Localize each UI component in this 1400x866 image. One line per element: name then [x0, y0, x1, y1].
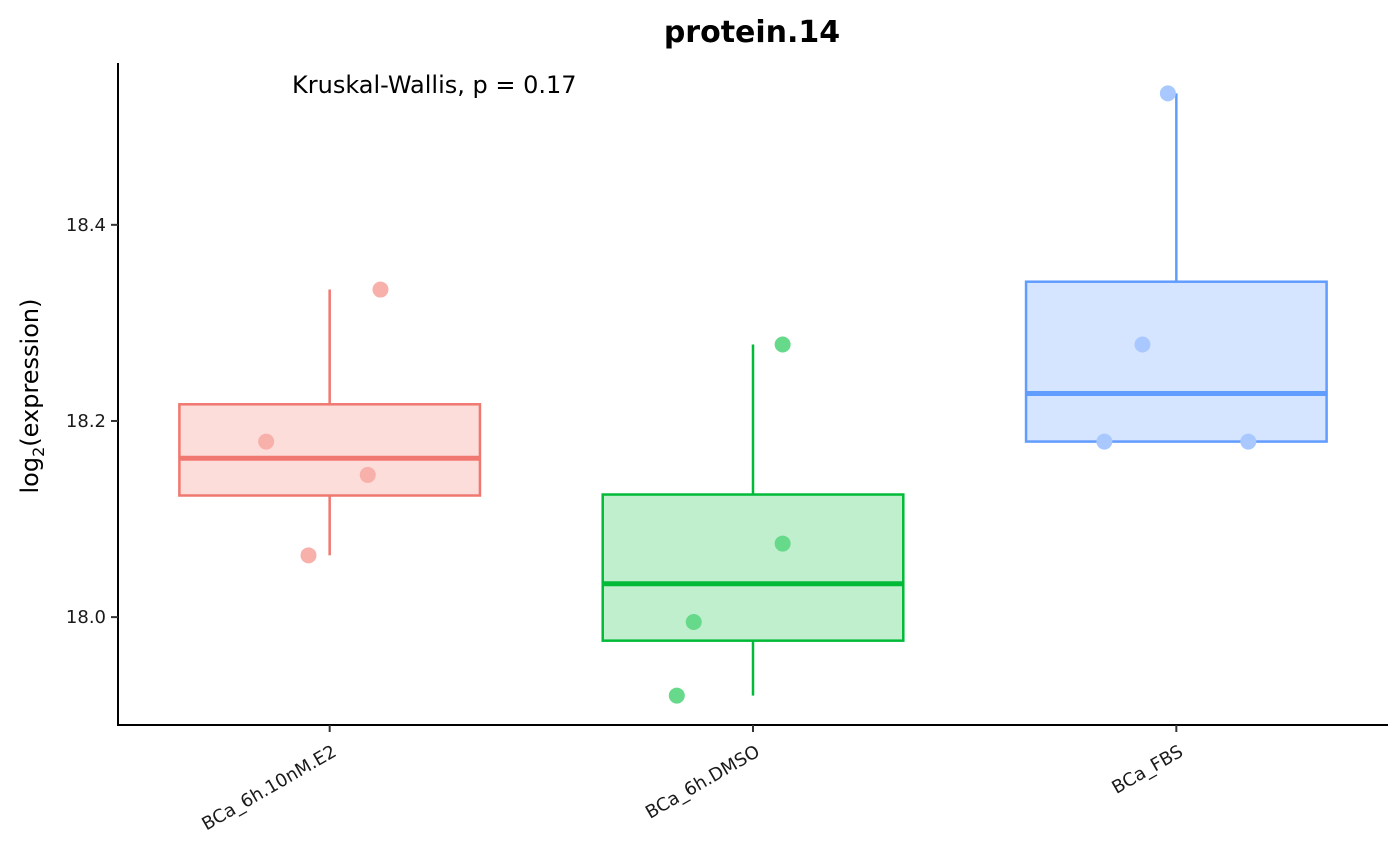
data-point [1096, 433, 1113, 450]
x-tick-label: BCa_FBS [1108, 741, 1186, 798]
kruskal-wallis-annotation: Kruskal-Wallis, p = 0.17 [292, 71, 577, 99]
box-iqr [178, 403, 482, 497]
data-point [1134, 336, 1151, 353]
y-tick-label: 18.4 [66, 215, 106, 236]
plot-area: 18.0 18.2 18.4 BCa_6h.10nM.E2 BCa_6h.DMSO BCa… [66, 63, 1388, 835]
x-tick-label: BCa_6h.10nM.E2 [198, 741, 340, 835]
data-point [372, 281, 389, 298]
data-point [668, 687, 685, 704]
data-point [258, 433, 275, 450]
y-tick-label: 18.0 [66, 607, 106, 628]
box-iqr [601, 493, 905, 642]
data-point [774, 535, 791, 552]
y-tick-label: 18.2 [66, 411, 106, 432]
y-axis-label-rest: (expression) [16, 299, 44, 447]
data-point [685, 614, 702, 631]
x-tick-label: BCa_6h.DMSO [642, 741, 764, 823]
data-point [1159, 85, 1176, 102]
chart-title: protein.14 [664, 15, 840, 50]
y-axis-label-log: log [16, 457, 44, 494]
data-point [300, 547, 317, 564]
y-axis-label: log2(expression) [16, 299, 48, 494]
data-point [774, 336, 791, 353]
data-point [1240, 433, 1257, 450]
box-iqr [1024, 280, 1328, 443]
data-point [359, 466, 376, 483]
y-axis-label-subscript: 2 [29, 447, 48, 457]
